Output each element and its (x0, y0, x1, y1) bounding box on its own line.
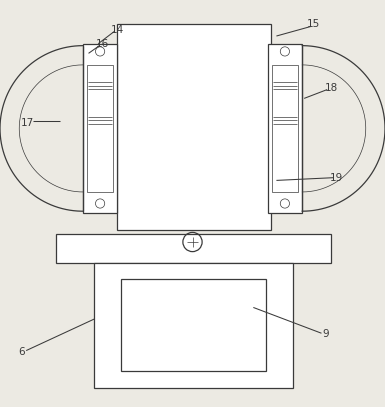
Bar (272, 65, 298, 192)
Bar (117, 24, 271, 230)
Bar (94, 263, 293, 388)
Text: 14: 14 (111, 25, 124, 35)
Bar (83, 44, 117, 213)
Text: 16: 16 (95, 39, 109, 49)
Text: 9: 9 (322, 329, 329, 339)
Text: 15: 15 (307, 20, 320, 29)
Text: 18: 18 (325, 83, 338, 93)
Text: 19: 19 (330, 173, 343, 184)
Bar (56, 234, 331, 263)
Bar (121, 278, 266, 371)
Text: 17: 17 (20, 118, 33, 128)
Bar (87, 65, 113, 192)
Text: 6: 6 (18, 347, 25, 357)
Bar (268, 44, 302, 213)
